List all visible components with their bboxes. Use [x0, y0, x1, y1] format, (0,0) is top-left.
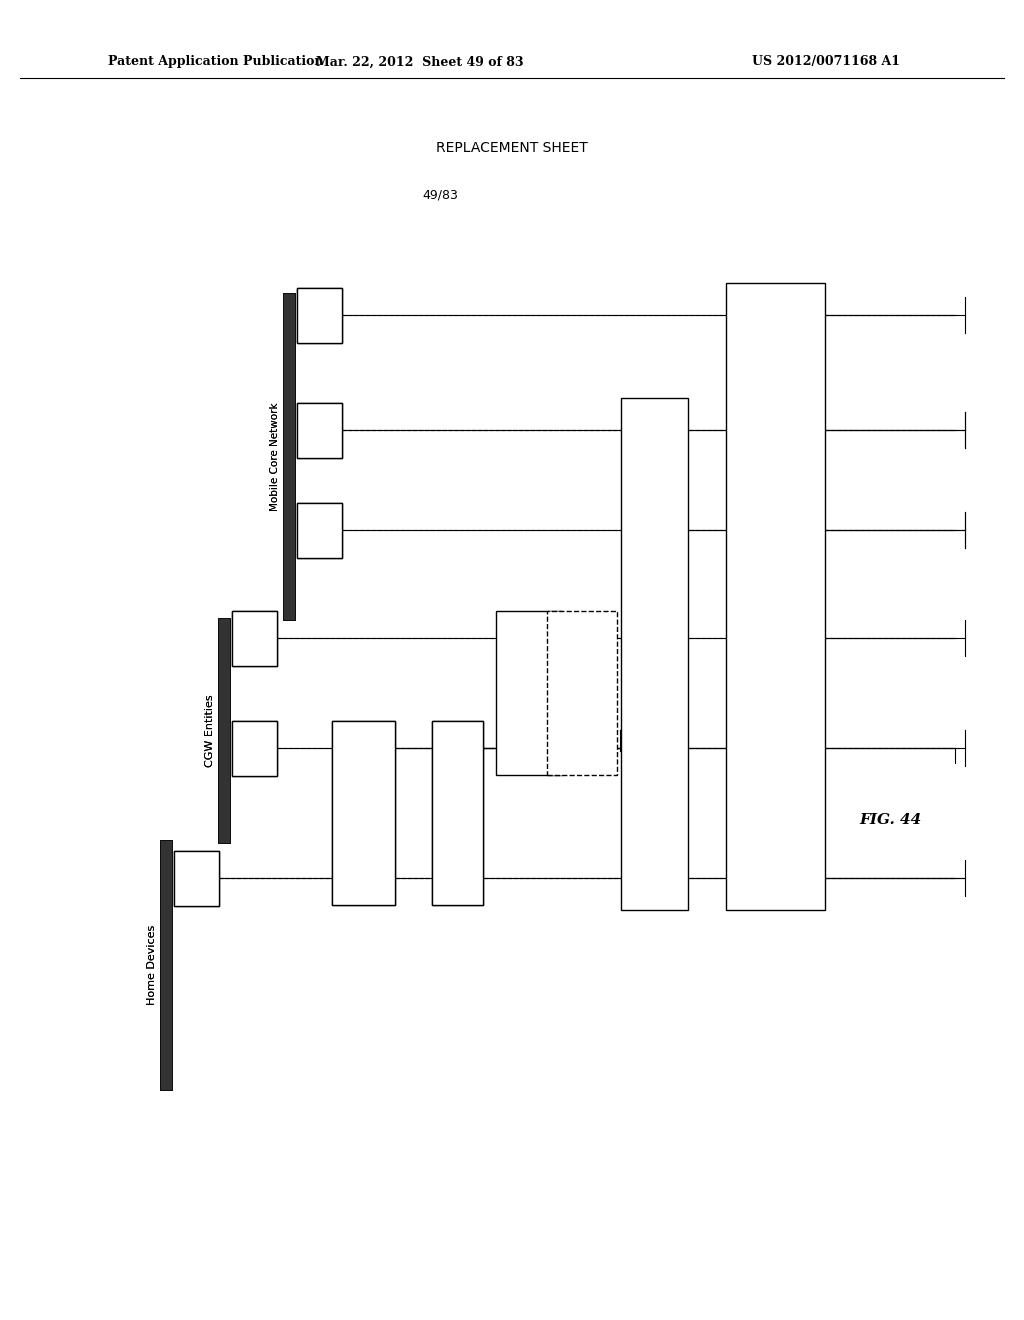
Bar: [232, 611, 278, 667]
Bar: [297, 288, 342, 343]
Bar: [432, 721, 483, 906]
Text: Initial direct transfer: Initial direct transfer: [453, 770, 462, 857]
Text: SGSN: SGSN: [314, 301, 324, 330]
Text: FIG. 44: FIG. 44: [859, 813, 922, 828]
Text: Patent Application Publication: Patent Application Publication: [108, 55, 324, 69]
Bar: [297, 503, 342, 558]
Bar: [160, 840, 172, 1090]
Bar: [174, 851, 219, 906]
Text: HNB: HNB: [249, 737, 259, 759]
Text: Attach (Iu Mode): Attach (Iu Mode): [775, 552, 784, 640]
Text: RRC Connection Establishment: RRC Connection Establishment: [359, 747, 367, 879]
Bar: [297, 288, 342, 343]
Text: Mar. 22, 2012  Sheet 49 of 83: Mar. 22, 2012 Sheet 49 of 83: [316, 55, 523, 69]
Bar: [297, 503, 342, 558]
Bar: [232, 721, 278, 776]
Text: CGW Entities: CGW Entities: [205, 694, 215, 767]
Text: HNB-GW: HNB-GW: [314, 408, 324, 453]
Text: HNB-GW: HNB-GW: [314, 408, 324, 453]
Text: REPLACEMENT SHEET: REPLACEMENT SHEET: [436, 141, 588, 154]
Text: UE: UE: [191, 871, 201, 884]
Bar: [496, 611, 562, 775]
Text: US 2012/0071168 A1: US 2012/0071168 A1: [752, 55, 900, 69]
Bar: [218, 618, 230, 843]
Bar: [297, 403, 342, 458]
Bar: [297, 403, 342, 458]
Bar: [283, 293, 295, 620]
Bar: [332, 721, 395, 906]
Text: RRC Connection Establishment: RRC Connection Establishment: [358, 748, 368, 878]
Bar: [283, 293, 295, 620]
Text: UE Access
Control Check: UE Access Control Check: [572, 661, 592, 725]
Bar: [332, 721, 395, 906]
Text: SGSN: SGSN: [314, 301, 324, 330]
Bar: [174, 851, 219, 906]
Text: UE Registration at HNB: UE Registration at HNB: [649, 594, 658, 714]
Text: UE Capability
Check: UE Capability Check: [519, 661, 539, 725]
Text: SeGW: SeGW: [314, 515, 324, 545]
Text: BWM: BWM: [249, 626, 259, 651]
Text: BWM: BWM: [249, 626, 259, 651]
Text: Mobile Core Network: Mobile Core Network: [270, 403, 280, 511]
Text: Home Devices: Home Devices: [147, 925, 157, 1005]
Bar: [232, 721, 278, 776]
Bar: [621, 399, 688, 909]
Text: CGW Entities: CGW Entities: [205, 694, 215, 767]
Text: Initial direct transfer: Initial direct transfer: [453, 768, 461, 858]
Text: Mobile Core Network: Mobile Core Network: [270, 403, 280, 511]
Text: UE: UE: [191, 871, 201, 884]
Bar: [726, 282, 825, 909]
Text: HNB: HNB: [249, 737, 259, 759]
Bar: [218, 618, 230, 843]
Text: SeGW: SeGW: [314, 515, 324, 545]
Bar: [232, 611, 278, 667]
Bar: [432, 721, 483, 906]
Bar: [547, 611, 617, 775]
Text: 49/83: 49/83: [422, 189, 458, 202]
Bar: [160, 840, 172, 1090]
Text: Home Devices: Home Devices: [147, 925, 157, 1005]
